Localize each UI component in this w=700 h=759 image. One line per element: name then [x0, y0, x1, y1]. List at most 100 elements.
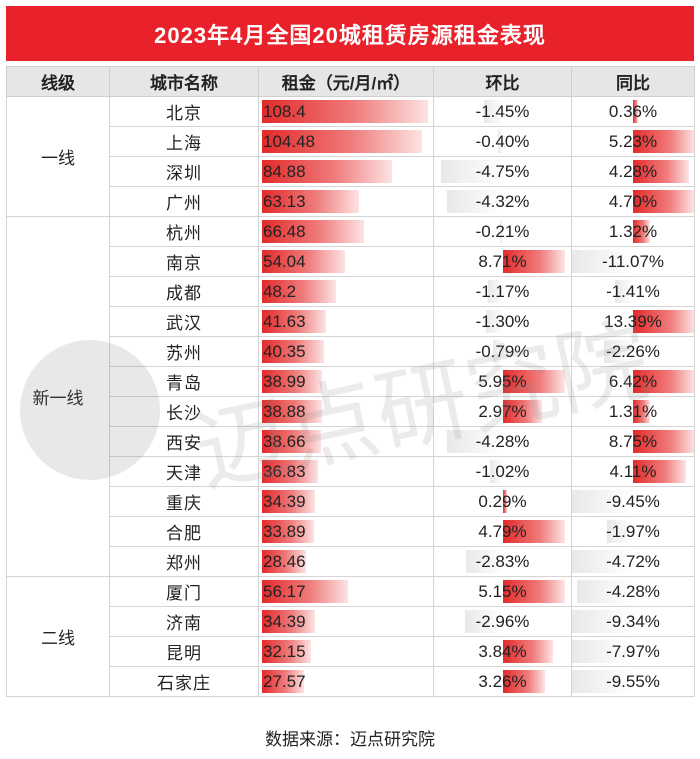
city-name: 西安	[109, 426, 259, 457]
mom-positive-bar	[502, 640, 553, 663]
yoy-value: 6.42%	[608, 372, 658, 391]
table-row: 济南 34.39 -2.96% -9.34%	[7, 606, 695, 637]
rent-value: 34.39	[263, 612, 306, 631]
table-row: 成都 48.2 -1.17% -1.41%	[7, 276, 695, 307]
rent-value: 33.89	[263, 522, 306, 541]
rent-value: 84.88	[263, 162, 306, 181]
yoy-cell: -1.97%	[571, 516, 695, 547]
city-name: 合肥	[109, 516, 259, 547]
rent-cell: 36.83	[258, 456, 434, 487]
mom-positive-bar	[502, 490, 507, 513]
mom-negative-bar	[464, 610, 503, 633]
mom-positive-bar	[502, 670, 545, 693]
header-city: 城市名称	[109, 66, 259, 97]
city-name: 北京	[109, 96, 259, 127]
city-name: 成都	[109, 276, 259, 307]
rent-cell: 104.48	[258, 126, 434, 157]
yoy-cell: 4.28%	[571, 156, 695, 187]
rent-bar	[262, 370, 322, 393]
mom-negative-bar	[497, 130, 503, 153]
rent-bar	[262, 340, 324, 363]
mom-positive-bar	[502, 250, 565, 273]
city-name: 天津	[109, 456, 259, 487]
rent-cell: 56.17	[258, 576, 434, 607]
rent-cell: 48.2	[258, 276, 434, 307]
rent-value: 54.04	[263, 252, 306, 271]
header-yoy: 同比	[571, 66, 695, 97]
city-name: 苏州	[109, 336, 259, 367]
yoy-positive-bar	[633, 100, 638, 123]
mom-negative-bar	[487, 280, 503, 303]
yoy-positive-bar	[633, 160, 689, 183]
rent-value: 34.39	[263, 492, 306, 511]
yoy-negative-bar	[572, 610, 633, 633]
mom-cell: 2.97%	[433, 396, 572, 427]
rent-value: 63.13	[263, 192, 306, 211]
yoy-value: -11.07%	[601, 252, 665, 271]
mom-positive-bar	[502, 580, 565, 603]
yoy-cell: -9.34%	[571, 606, 695, 637]
mom-positive-bar	[502, 400, 542, 423]
yoy-cell: 1.32%	[571, 216, 695, 247]
mom-value: 0.29%	[478, 492, 527, 511]
table-row: 南京 54.04 8.71% -11.07%	[7, 246, 695, 277]
rent-value: 36.83	[263, 462, 306, 481]
rent-bar	[262, 640, 311, 663]
rent-cell: 63.13	[258, 186, 434, 217]
mom-negative-bar	[499, 220, 503, 243]
yoy-cell: -9.45%	[571, 486, 695, 517]
rent-bar	[262, 670, 304, 693]
mom-cell: -4.32%	[433, 186, 572, 217]
yoy-negative-bar	[572, 250, 633, 273]
yoy-value: -2.26%	[606, 342, 660, 361]
mom-cell: 5.95%	[433, 366, 572, 397]
yoy-positive-bar	[633, 460, 686, 483]
rent-bar	[262, 160, 392, 183]
yoy-negative-bar	[572, 490, 633, 513]
rent-bar	[262, 610, 315, 633]
mom-negative-bar	[465, 550, 503, 573]
yoy-value: 4.11%	[609, 462, 657, 481]
rent-value: 32.15	[263, 642, 306, 661]
yoy-negative-bar	[572, 640, 633, 663]
yoy-negative-bar	[615, 280, 633, 303]
mom-cell: -0.79%	[433, 336, 572, 367]
city-name: 深圳	[109, 156, 259, 187]
city-name: 杭州	[109, 216, 259, 247]
city-name: 石家庄	[109, 666, 259, 697]
yoy-value: 0.36%	[608, 102, 658, 121]
mom-value: 4.79%	[478, 522, 527, 541]
table-header-row: 线级 城市名称 租金（元/月/㎡） 环比 同比	[6, 66, 695, 97]
city-name: 昆明	[109, 636, 259, 667]
mom-value: -1.17%	[475, 282, 530, 301]
yoy-value: 4.28%	[608, 162, 658, 181]
rent-bar	[262, 100, 428, 123]
rent-bar	[262, 520, 314, 543]
mom-value: -2.96%	[475, 612, 530, 631]
yoy-value: 8.75%	[608, 432, 658, 451]
yoy-cell: -7.97%	[571, 636, 695, 667]
city-name: 厦门	[109, 576, 259, 607]
mom-value: -2.83%	[475, 552, 530, 571]
mom-value: -4.75%	[475, 162, 530, 181]
yoy-cell: 6.42%	[571, 366, 695, 397]
table-row: 一线 北京 108.4 -1.45% 0.36%	[6, 96, 695, 217]
city-name: 青岛	[109, 366, 259, 397]
mom-cell: -2.83%	[433, 546, 572, 577]
yoy-negative-bar	[604, 340, 633, 363]
city-name: 武汉	[109, 306, 259, 337]
yoy-negative-bar	[607, 520, 633, 543]
table-row: 合肥 33.89 4.79% -1.97%	[7, 516, 695, 547]
tier-label: 新一线	[6, 216, 110, 577]
yoy-value: 1.32%	[608, 222, 658, 241]
rent-value: 40.35	[263, 342, 306, 361]
mom-negative-bar	[446, 190, 503, 213]
mom-negative-bar	[446, 430, 503, 453]
mom-value: -4.28%	[475, 432, 530, 451]
rent-bar	[262, 400, 322, 423]
rent-cell: 84.88	[258, 156, 434, 187]
mom-cell: -0.21%	[433, 216, 572, 247]
mom-cell: -1.02%	[433, 456, 572, 487]
rent-cell: 34.39	[258, 486, 434, 517]
table-row: 长沙 38.88 2.97% 1.31%	[7, 396, 695, 427]
